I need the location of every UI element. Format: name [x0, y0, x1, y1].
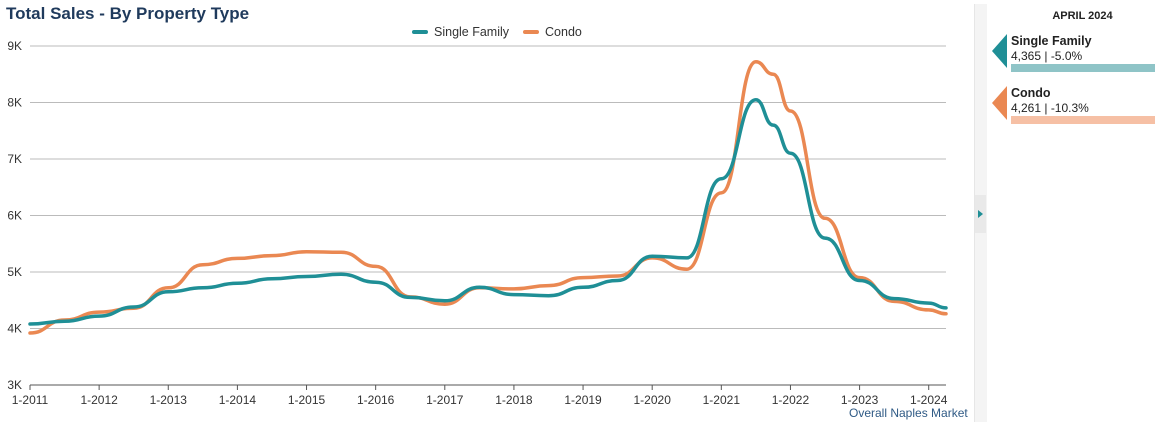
panel-toggle-button[interactable] — [975, 195, 986, 233]
x-tick-label: 1-2016 — [357, 393, 395, 407]
x-tick-label: 1-2022 — [772, 393, 810, 407]
card-name: Single Family — [1011, 34, 1092, 48]
x-tick-label: 1-2013 — [150, 393, 188, 407]
y-tick-label: 9K — [7, 39, 22, 53]
pointer-arrow-icon — [992, 34, 1007, 68]
card-value: 4,365 | -5.0% — [1011, 49, 1083, 63]
card-value: 4,261 | -10.3% — [1011, 101, 1089, 115]
summary-card-single-family[interactable]: Single Family 4,365 | -5.0% — [990, 32, 1155, 74]
market-label: Overall Naples Market — [849, 406, 968, 420]
x-tick-label: 1-2014 — [219, 393, 257, 407]
grid-lines — [30, 45, 946, 329]
x-tick-label: 1-2015 — [288, 393, 326, 407]
x-tick-label: 1-2019 — [564, 393, 602, 407]
legend-item-condo[interactable]: Condo — [523, 25, 582, 39]
legend-label-condo: Condo — [545, 25, 582, 39]
series-line-condo[interactable] — [28, 60, 948, 335]
x-tick-label: 1-2017 — [426, 393, 464, 407]
chevron-right-icon — [978, 210, 983, 218]
x-tick-label: 1-2023 — [841, 393, 879, 407]
line-chart: 3K 4K 5K 6K 7K 8K 9K 1-2011 1-2012 1-2013 1-2014 1-… — [7, 39, 948, 407]
x-tick-label: 1-2020 — [634, 393, 672, 407]
x-tick-label: 1-2018 — [495, 393, 533, 407]
legend-swatch-condo — [523, 30, 540, 34]
series-line-single-family[interactable] — [28, 97, 948, 326]
panel-date: APRIL 2024 — [1052, 10, 1113, 22]
x-tick-label: 1-2024 — [910, 393, 948, 407]
x-tick-label: 1-2012 — [80, 393, 118, 407]
chart-title: Total Sales - By Property Type — [6, 4, 250, 23]
card-name: Condo — [1011, 86, 1051, 100]
legend-swatch-single-family — [412, 30, 428, 34]
pointer-arrow-icon — [992, 86, 1007, 120]
series-lines — [28, 60, 948, 335]
y-tick-label: 5K — [7, 265, 22, 279]
summary-card-condo[interactable]: Condo 4,261 | -10.3% — [990, 84, 1155, 126]
x-tick-label: 1-2021 — [703, 393, 741, 407]
x-tick-label: 1-2011 — [12, 393, 49, 407]
legend-item-single-family[interactable]: Single Family — [412, 25, 509, 39]
card-color-bar — [1011, 64, 1155, 72]
axes: 3K 4K 5K 6K 7K 8K 9K 1-2011 1-2012 1-2013 1-2014 1-… — [7, 39, 947, 407]
y-tick-label: 3K — [7, 378, 22, 392]
y-tick-label: 7K — [7, 152, 22, 166]
y-tick-label: 4K — [7, 322, 22, 336]
y-tick-label: 8K — [7, 96, 22, 110]
card-color-bar — [1011, 116, 1155, 124]
legend-label-single-family: Single Family — [434, 25, 510, 39]
chart-legend: Single Family Condo — [412, 25, 582, 39]
side-panel: APRIL 2024 Single Family 4,365 | -5.0% C… — [990, 4, 1155, 126]
y-tick-label: 6K — [7, 209, 22, 223]
